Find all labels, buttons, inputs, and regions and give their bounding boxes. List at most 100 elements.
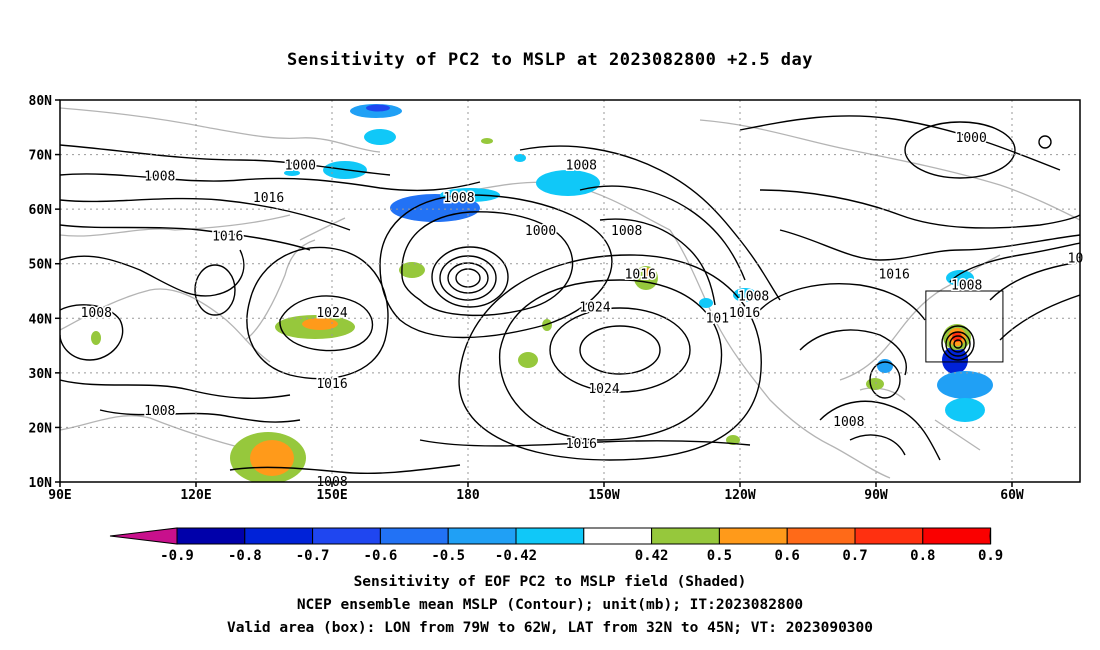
contour-label: 1008 — [443, 191, 474, 206]
contour-label: 101 — [706, 311, 729, 326]
colorbar-bin — [244, 527, 314, 545]
contour-1000-n — [60, 144, 391, 176]
lon-tick-label: 180 — [456, 488, 480, 503]
contour-1000-arctic — [904, 121, 1016, 179]
caption-valid-area: Valid area (box): LON from 79W to 62W, L… — [226, 620, 873, 636]
colorbar-bin — [786, 527, 856, 545]
shade-pos-11-center — [952, 332, 962, 342]
contour-label-layer: 1000 1008 1016 1016 1008 1008 1000 1008 1016 1024… — [79, 130, 1085, 492]
contour-w-5 — [99, 409, 301, 423]
contour-label: 1024 — [588, 382, 619, 397]
colorbar-label: -0.5 — [431, 548, 465, 564]
contour-label: 1008 — [833, 415, 864, 430]
contour-hurr-2 — [949, 335, 967, 353]
shade-pos-5 — [518, 352, 538, 368]
contour-atl-3 — [999, 294, 1080, 341]
contour-fl — [869, 361, 901, 399]
lat-tick-label: 60N — [29, 203, 53, 218]
contour-label: 1000 — [956, 131, 987, 146]
contour-s-2 — [419, 439, 751, 447]
colorbar-label: -0.9 — [160, 548, 194, 564]
colorbar-label: -0.7 — [296, 548, 330, 564]
shade-neg-14 — [946, 270, 974, 286]
shade-pos-10 — [866, 378, 884, 390]
colorbar-bin — [854, 527, 924, 545]
colorbar-high-triangle — [989, 527, 992, 545]
coastline-arctic-canada — [699, 119, 1080, 221]
shade-pos-9 — [91, 331, 101, 345]
contour-low-5 — [401, 211, 574, 317]
shade-pos-3-core — [250, 440, 294, 476]
contour-1016-n — [60, 197, 351, 231]
contour-label: 1008 — [611, 224, 642, 239]
colorbar-label: -0.42 — [495, 548, 537, 564]
lon-tick-label: 60W — [1000, 488, 1024, 503]
coastline-se-asia — [60, 415, 251, 451]
shade-neg-5 — [536, 170, 600, 196]
map-plot-area: 1000 1008 1016 1016 1008 1008 1000 1008 1016 1024… — [59, 99, 1085, 492]
colorbar-low-triangle — [109, 527, 178, 545]
contour-atl-2 — [989, 261, 1080, 301]
contour-w-3 — [60, 304, 124, 361]
coastline-kamchatka — [299, 217, 346, 241]
caption-contour: NCEP ensemble mean MSLP (Contour); unit(… — [296, 597, 804, 613]
longitude-tick-labels: 90E 120E 150E 180 150W 120W 90W 60W — [48, 482, 1024, 503]
contour-w-1 — [60, 249, 245, 297]
lat-tick-label: 50N — [29, 258, 53, 273]
contour-high-1 — [579, 325, 661, 375]
shade-neg-6 — [514, 154, 526, 162]
coastline-na-west — [669, 229, 831, 446]
colorbar-label: 0.42 — [635, 548, 669, 564]
colorbar-bin — [718, 527, 788, 545]
shade-neg-13 — [945, 398, 985, 422]
shade-neg-9 — [699, 298, 713, 308]
lon-tick-label: 120E — [180, 488, 211, 503]
contour-hurr-1 — [953, 339, 963, 349]
colorbar-bin — [515, 527, 585, 545]
colorbar-bin — [312, 527, 381, 545]
colorbar-label: -0.6 — [364, 548, 398, 564]
colorbar-label: 0.8 — [910, 548, 935, 564]
lon-tick-label: 90E — [48, 488, 71, 503]
contour-high-w2 — [246, 246, 389, 380]
contour-label: 1008 — [951, 279, 982, 294]
lon-tick-label: 120W — [724, 488, 755, 503]
contour-label: 1016 — [625, 268, 656, 283]
contour-na-4 — [849, 434, 906, 456]
contour-label: 1016 — [729, 306, 760, 321]
coastline-na-east — [839, 254, 1001, 381]
lon-tick-label: 90W — [864, 488, 888, 503]
contour-label: 1016 — [566, 437, 597, 452]
contour-atl-1 — [949, 242, 1080, 283]
contour-label: 1000 — [285, 158, 316, 173]
shade-neg-2 — [364, 129, 396, 145]
contour-low-6 — [379, 194, 613, 339]
contour-hurr-3 — [945, 331, 971, 357]
contour-low-4 — [431, 246, 509, 308]
contour-na-3 — [819, 400, 941, 461]
lat-tick-label: 20N — [29, 421, 53, 436]
figure-title: Sensitivity of PC2 to MSLP at 2023082800… — [286, 50, 813, 70]
contour-ne-2 — [579, 185, 746, 281]
colorbar-bin — [379, 527, 449, 545]
contour-arctic-1 — [739, 115, 1061, 171]
contour-high-4 — [458, 254, 762, 461]
shade-neg-7 — [284, 170, 300, 176]
lon-tick-label: 150E — [316, 488, 347, 503]
coastline-caribbean — [934, 419, 981, 451]
contour-1016-n2 — [60, 224, 311, 251]
shade-pos-7 — [481, 138, 493, 144]
contour-label: 1016 — [316, 377, 347, 392]
contour-na-2 — [799, 329, 907, 376]
contour-label: 1016 — [878, 268, 909, 283]
contour-label: 1008 — [566, 158, 597, 173]
contour-s-1 — [229, 464, 461, 474]
contour-label: 1008 — [144, 169, 175, 184]
lon-tick-label: 150W — [588, 488, 619, 503]
contour-label: 1024 — [316, 306, 347, 321]
contour-na-1 — [759, 283, 926, 321]
coastline-china — [60, 288, 271, 363]
contour-ne-5 — [779, 229, 1080, 261]
coastline-asia-north — [60, 214, 291, 237]
